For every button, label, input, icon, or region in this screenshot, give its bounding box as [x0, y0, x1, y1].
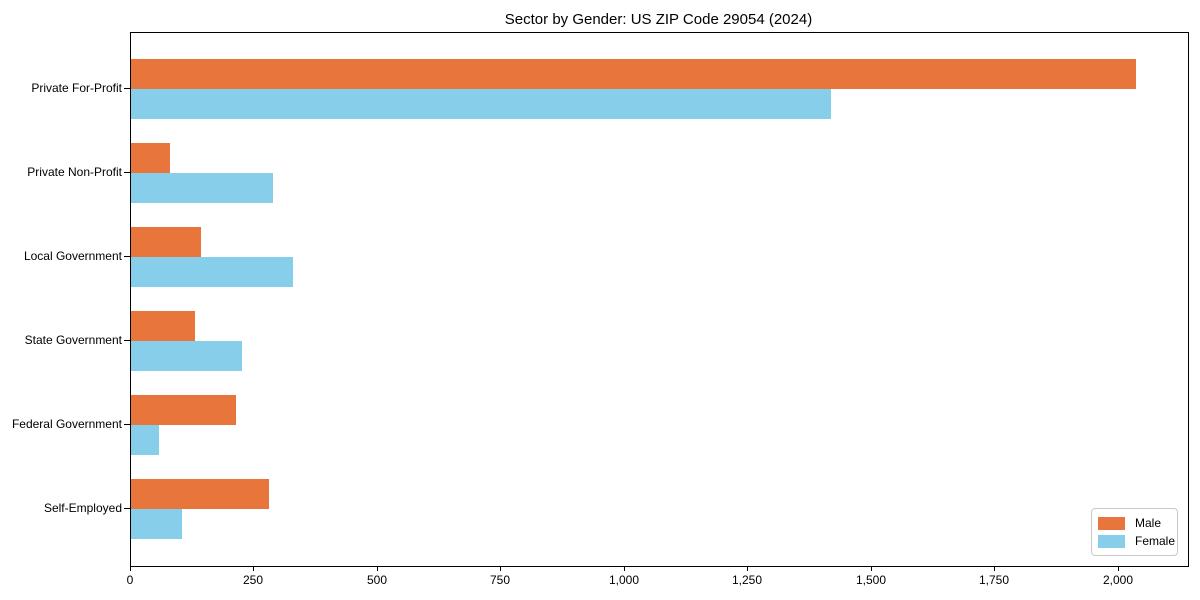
x-tick-mark	[500, 566, 501, 571]
legend: Male Female	[1091, 508, 1178, 556]
x-tick-label-500: 500	[366, 573, 388, 587]
chart-title: Sector by Gender: US ZIP Code 29054 (202…	[504, 11, 813, 28]
x-tick-mark	[624, 566, 625, 571]
y-axis-label-state-government: State Government	[24, 333, 122, 347]
x-tick-label-750: 750	[489, 573, 511, 587]
x-tick-label-1-000: 1,000	[608, 573, 640, 587]
bar-female-state-government	[131, 341, 242, 371]
y-axis-label-private-for-profit: Private For-Profit	[31, 81, 122, 95]
bar-male-private-for-profit	[131, 59, 1136, 89]
bar-male-self-employed	[131, 479, 269, 509]
x-tick-mark	[377, 566, 378, 571]
legend-entry-female: Female	[1098, 533, 1177, 548]
bar-female-federal-government	[131, 425, 159, 455]
x-tick-label-1-750: 1,750	[978, 573, 1010, 587]
x-tick-mark	[253, 566, 254, 571]
y-tick-mark	[124, 508, 130, 509]
y-tick-mark	[124, 256, 130, 257]
bar-male-federal-government	[131, 395, 236, 425]
legend-label-male: Male	[1135, 515, 1162, 530]
bar-female-private-for-profit	[131, 89, 831, 119]
legend-label-female: Female	[1135, 533, 1176, 548]
y-axis-label-federal-government: Federal Government	[11, 417, 122, 431]
legend-entry-male: Male	[1098, 515, 1177, 530]
x-tick-label-1-500: 1,500	[855, 573, 887, 587]
y-axis-label-local-government: Local Government	[23, 249, 122, 263]
y-axis-label-private-non-profit: Private Non-Profit	[27, 165, 122, 179]
bar-male-private-non-profit	[131, 143, 170, 173]
x-tick-mark	[747, 566, 748, 571]
male-color-swatch	[1098, 516, 1125, 530]
y-tick-mark	[124, 172, 130, 173]
bar-female-self-employed	[131, 509, 182, 539]
x-tick-label-250: 250	[242, 573, 264, 587]
plot-area	[130, 32, 1189, 567]
x-tick-label-0: 0	[126, 573, 134, 587]
x-tick-mark	[130, 566, 131, 571]
y-axis-label-self-employed: Self-Employed	[43, 501, 122, 515]
x-tick-mark	[871, 566, 872, 571]
x-tick-mark	[994, 566, 995, 571]
bar-male-state-government	[131, 311, 195, 341]
bar-female-private-non-profit	[131, 173, 273, 203]
bar-female-local-government	[131, 257, 293, 287]
x-tick-label-2-000: 2,000	[1102, 573, 1134, 587]
x-tick-mark	[1118, 566, 1119, 571]
female-color-swatch	[1098, 534, 1125, 548]
y-tick-mark	[124, 424, 130, 425]
y-tick-mark	[124, 88, 130, 89]
y-tick-mark	[124, 340, 130, 341]
bar-male-local-government	[131, 227, 201, 257]
x-tick-label-1-250: 1,250	[731, 573, 763, 587]
